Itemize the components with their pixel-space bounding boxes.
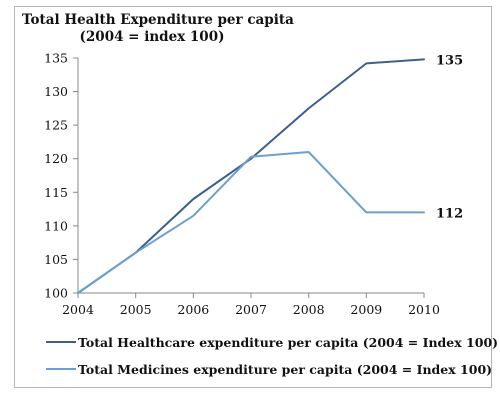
y-tick-label-110: 110: [44, 218, 68, 233]
x-tick-label-2004: 2004: [62, 302, 94, 317]
x-tick-label-2005: 2005: [120, 302, 152, 317]
legend-swatch-healthcare: [46, 341, 76, 343]
legend-swatch-medicines: [46, 368, 76, 370]
x-tick-label-2010: 2010: [408, 302, 440, 317]
x-tick-label-2009: 2009: [350, 302, 382, 317]
x-tick-label-2006: 2006: [177, 302, 209, 317]
legend-label-medicines: Total Medicines expenditure per capita (…: [78, 361, 493, 377]
y-tick-label-100: 100: [44, 286, 68, 301]
chart-title: Total Health Expenditure per capita: [22, 12, 294, 28]
legend-item-healthcare: Total Healthcare expenditure per capita …: [46, 333, 498, 351]
line-chart: 100 105 110 115 120 125 130 135 2004 2005 2006 2007…: [44, 51, 463, 318]
x-tick-label-2007: 2007: [235, 302, 267, 317]
y-tick-label-120: 120: [44, 151, 68, 166]
legend-label-healthcare: Total Healthcare expenditure per capita …: [78, 334, 499, 350]
y-tick-label-135: 135: [44, 51, 68, 66]
series-line-medicines: [77, 151, 425, 294]
y-tick-label-125: 125: [44, 118, 68, 133]
x-tick-label-2008: 2008: [293, 302, 325, 317]
chart-frame: [14, 6, 492, 388]
y-tick-label-105: 105: [44, 252, 68, 267]
legend-item-medicines: Total Medicines expenditure per capita (…: [46, 360, 492, 378]
chart-subtitle: (2004 = index 100): [79, 29, 225, 45]
end-label-medicines: 112: [436, 206, 463, 221]
y-tick-label-115: 115: [44, 185, 68, 200]
y-tick-label-130: 130: [44, 84, 68, 99]
end-label-healthcare: 135: [436, 53, 463, 68]
